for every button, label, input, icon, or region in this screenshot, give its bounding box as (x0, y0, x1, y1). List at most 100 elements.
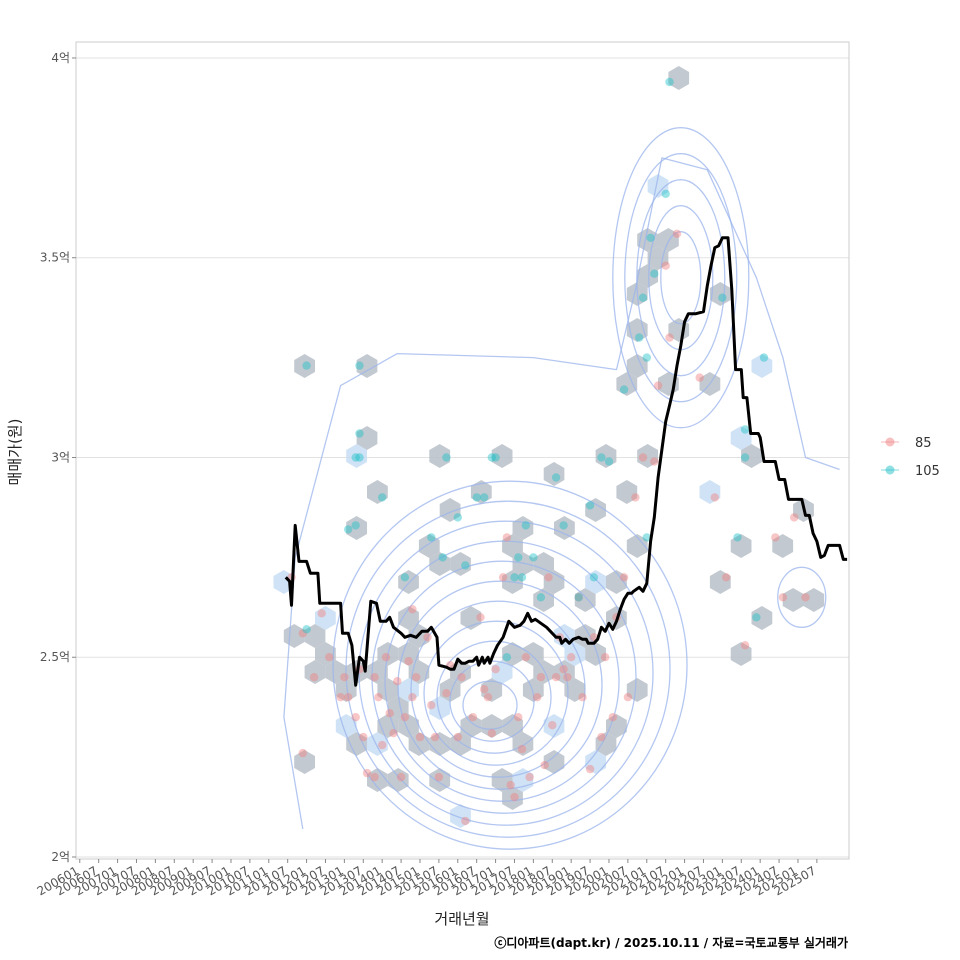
hexbin-cell (356, 426, 378, 450)
data-point-85 (661, 261, 670, 270)
density-contour (345, 500, 671, 838)
data-point-85 (340, 673, 349, 682)
data-point-105 (638, 293, 648, 302)
data-point-85 (404, 657, 413, 666)
hexbin-cell (491, 660, 513, 684)
hexbin-cell (730, 534, 752, 558)
plot-panel-border (75, 41, 850, 860)
density-contour (371, 540, 637, 814)
data-point-85 (771, 533, 780, 542)
data-point-85 (359, 732, 368, 742)
source-caption: ⓒ디아파트(dapt.kr) / 2025.10.11 / 자료=국토교통부 실… (494, 935, 848, 950)
data-point-85 (442, 689, 451, 698)
data-point-85 (370, 772, 379, 782)
hexbin-cell (502, 642, 523, 666)
data-point-85 (533, 693, 542, 702)
data-point-85 (653, 381, 663, 390)
hexbin-cell (335, 678, 357, 702)
data-point-85 (378, 740, 387, 750)
x-axis-title: 거래년월 (434, 910, 489, 928)
hexbin-cell (367, 768, 388, 792)
hexbin-cell (543, 714, 565, 738)
data-point-85 (423, 633, 432, 642)
hexbin-cell (585, 750, 606, 774)
density-contour (636, 179, 726, 377)
data-point-85 (344, 693, 353, 702)
density-contour (358, 520, 654, 826)
density-contour (660, 231, 702, 325)
hexbin-cell (595, 732, 617, 756)
data-point-105 (453, 513, 462, 522)
hexbin-cell (585, 570, 606, 594)
density-contour (332, 480, 688, 850)
y-tick-label: 3.5억 (40, 251, 70, 265)
hexbin-cell (304, 624, 326, 648)
hexbin-cell (450, 804, 471, 828)
gridlines (76, 57, 849, 858)
data-point-105 (635, 333, 644, 342)
data-point-85 (778, 593, 788, 602)
data-point-85 (567, 653, 576, 662)
hexbin-cell (346, 732, 367, 756)
data-point-85 (434, 772, 444, 782)
data-point-85 (801, 593, 810, 602)
data-point-85 (695, 373, 704, 382)
hexbin-cell (647, 174, 669, 198)
data-point-85 (408, 693, 417, 702)
hexbin-cell (709, 282, 731, 306)
data-point-105 (351, 453, 360, 462)
data-point-85 (544, 573, 553, 582)
hexbin-cell (387, 768, 409, 792)
hexbin-cell (585, 498, 606, 522)
data-point-105 (487, 453, 496, 462)
data-point-105 (529, 553, 538, 562)
data-point-105 (642, 533, 651, 542)
data-point-105 (344, 525, 353, 534)
hexbin-cell (626, 534, 648, 558)
density-contour (462, 680, 518, 730)
data-point-85 (597, 732, 606, 742)
hexbin-cell (522, 642, 544, 666)
data-point-105 (514, 553, 523, 562)
hexbin-cell (450, 552, 471, 576)
data-point-105 (355, 453, 364, 462)
data-point-85 (638, 453, 648, 462)
data-point-105 (551, 473, 561, 482)
hexbin-cell (481, 714, 503, 738)
data-point-105 (400, 573, 410, 582)
data-point-85 (525, 772, 534, 782)
data-point-85 (514, 713, 523, 722)
data-point-85 (502, 533, 512, 542)
hexbin-cell (502, 786, 523, 810)
data-point-105 (480, 493, 489, 502)
data-point-85 (298, 629, 307, 638)
data-point-105 (378, 493, 387, 502)
legend-label-105: 105 (915, 464, 940, 479)
hexbin-cell (346, 444, 367, 468)
data-point-85 (476, 613, 485, 622)
data-point-105 (351, 521, 360, 530)
hexbin-cell (751, 354, 773, 378)
data-point-85 (563, 673, 572, 682)
hexbin-cell (699, 480, 721, 504)
data-point-105 (597, 453, 606, 462)
data-point-85 (385, 709, 394, 718)
hexbin-cell (429, 444, 451, 468)
hexbin-cell (315, 606, 336, 630)
data-point-85 (650, 457, 659, 466)
data-point-85 (672, 229, 682, 238)
hexbin-cell (398, 570, 419, 594)
density-contour (410, 600, 586, 778)
data-point-85 (740, 641, 750, 650)
data-point-105 (442, 453, 451, 462)
legend: 85 105 (881, 436, 940, 479)
data-point-105 (510, 573, 519, 582)
legend-key-105-point (885, 465, 895, 475)
data-point-85 (722, 573, 731, 582)
data-point-105 (517, 573, 527, 582)
hexbin-cell (439, 678, 461, 702)
data-point-85 (427, 701, 436, 710)
data-point-85 (381, 653, 391, 662)
hexbin-cell (294, 750, 315, 774)
data-point-105 (665, 77, 674, 87)
